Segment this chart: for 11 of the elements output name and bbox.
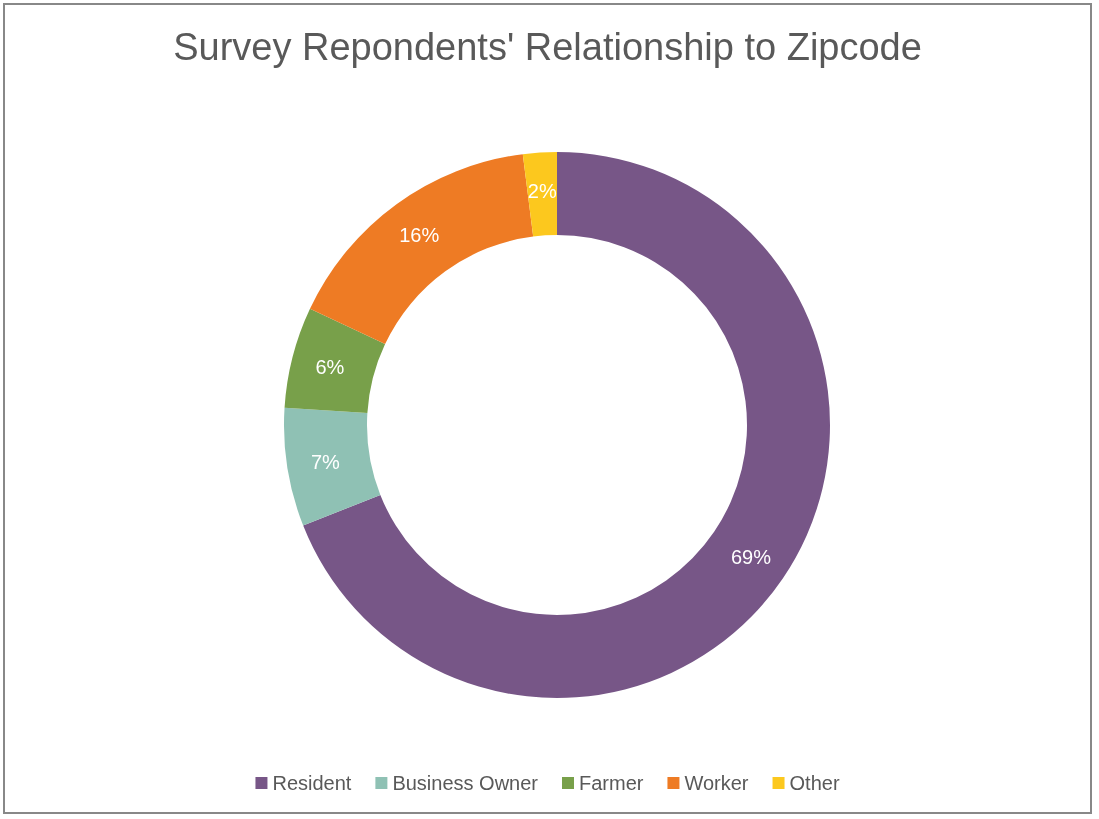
legend-label: Resident: [272, 772, 352, 794]
data-label: 7%: [310, 450, 341, 473]
chart-title: Survey Repondents' Relationship to Zipcode: [173, 26, 922, 68]
legend-label: Business Owner: [392, 772, 539, 794]
data-label: 6%: [315, 355, 345, 378]
legend-label: Worker: [684, 772, 749, 794]
data-label: 2%: [527, 179, 557, 202]
legend-label: Other: [789, 772, 840, 794]
data-label: 69%: [730, 545, 772, 568]
data-label: 16%: [399, 224, 440, 247]
legend-label: Farmer: [579, 772, 644, 794]
